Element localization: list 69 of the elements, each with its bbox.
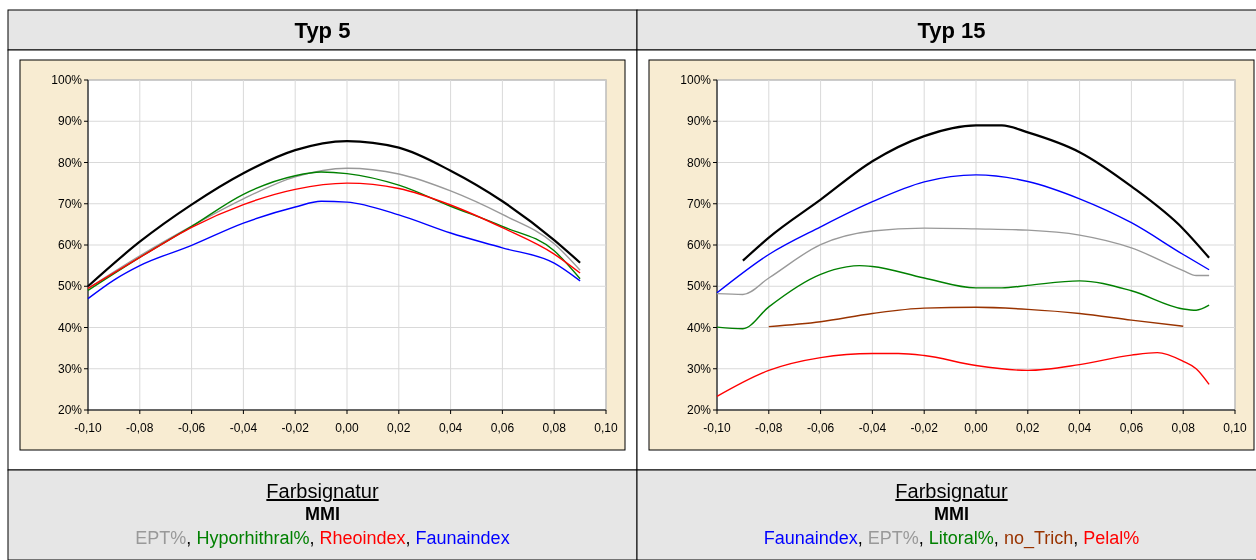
y-tick-label: 100% [51,73,83,87]
text: Hyporhithral% [196,528,310,548]
x-tick-label: -0,06 [806,421,835,435]
y-tick-label: 80% [686,155,712,170]
y-tick-label: 40% [686,320,712,335]
x-tick-label: -0,04 [858,421,887,435]
text: Pelal% [1083,528,1140,548]
y-tick-label: 90% [57,114,83,129]
x-tick-label: 0,04 [438,421,463,435]
x-tick-label: 0,10 [1223,421,1247,435]
text: , [1073,528,1079,548]
text: , [309,528,315,548]
x-tick-label: -0,08 [755,421,783,435]
line-series [716,264,1210,330]
x-tick-label: 0,00 [964,421,988,435]
line-series [741,124,1211,262]
text: , [918,528,924,548]
chart-title: Typ 5 [294,18,351,43]
legend-title: Farbsignatur [266,480,379,502]
text: , [857,528,868,548]
chart-title: Typ 15 [917,18,986,43]
x-tick-label: -0,10 [74,421,102,435]
y-tick-label: 50% [57,279,83,294]
y-tick-label: 20% [57,403,83,417]
x-tick-label: 0,08 [1171,421,1196,435]
x-tick-label: -0,08 [126,421,154,435]
text: MMI [305,504,340,524]
y-tick-label: 70% [57,196,83,211]
y-tick-label: 20% [686,403,712,417]
text: EPT% [135,528,187,548]
y-tick-label: 50% [686,279,712,294]
text: no_Trich [1003,528,1074,549]
y-tick-label: 30% [686,361,712,376]
text: , [405,528,411,548]
x-tick-label: 0,08 [542,421,567,435]
text: Faunaindex [763,528,858,548]
x-tick-label: 0,02 [387,421,411,435]
legend-title: Farbsignatur [895,480,1008,502]
y-tick-label: 100% [680,73,712,87]
text: MMI [934,504,969,524]
text: Faunaindex [415,528,510,548]
line-series [87,200,581,300]
x-tick-label: 0,06 [1119,421,1144,435]
y-tick-label: 80% [57,155,83,170]
x-tick-label: -0,06 [177,421,206,435]
line-series [716,227,1210,296]
line-series [716,351,1210,398]
text: EPT% [867,528,919,548]
line-series [716,174,1210,294]
y-tick-label: 90% [686,114,712,129]
text: , [993,528,999,548]
y-tick-label: 30% [57,361,83,376]
x-tick-label: 0,04 [1067,421,1092,435]
y-tick-label: 70% [686,196,712,211]
text: Rheoindex [319,528,406,548]
y-tick-label: 40% [57,320,83,335]
x-tick-label: -0,02 [281,421,310,435]
y-tick-label: 60% [57,238,83,252]
y-tick-label: 60% [686,238,712,252]
x-tick-label: 0,02 [1016,421,1040,435]
text: , [186,528,197,548]
x-tick-label: -0,02 [910,421,939,435]
x-tick-label: 0,10 [594,421,618,435]
x-tick-label: -0,10 [703,421,731,435]
x-tick-label: 0,00 [335,421,359,435]
line-series [768,306,1184,328]
text: Litoral% [928,528,994,548]
x-tick-label: 0,06 [490,421,515,435]
x-tick-label: -0,04 [229,421,258,435]
